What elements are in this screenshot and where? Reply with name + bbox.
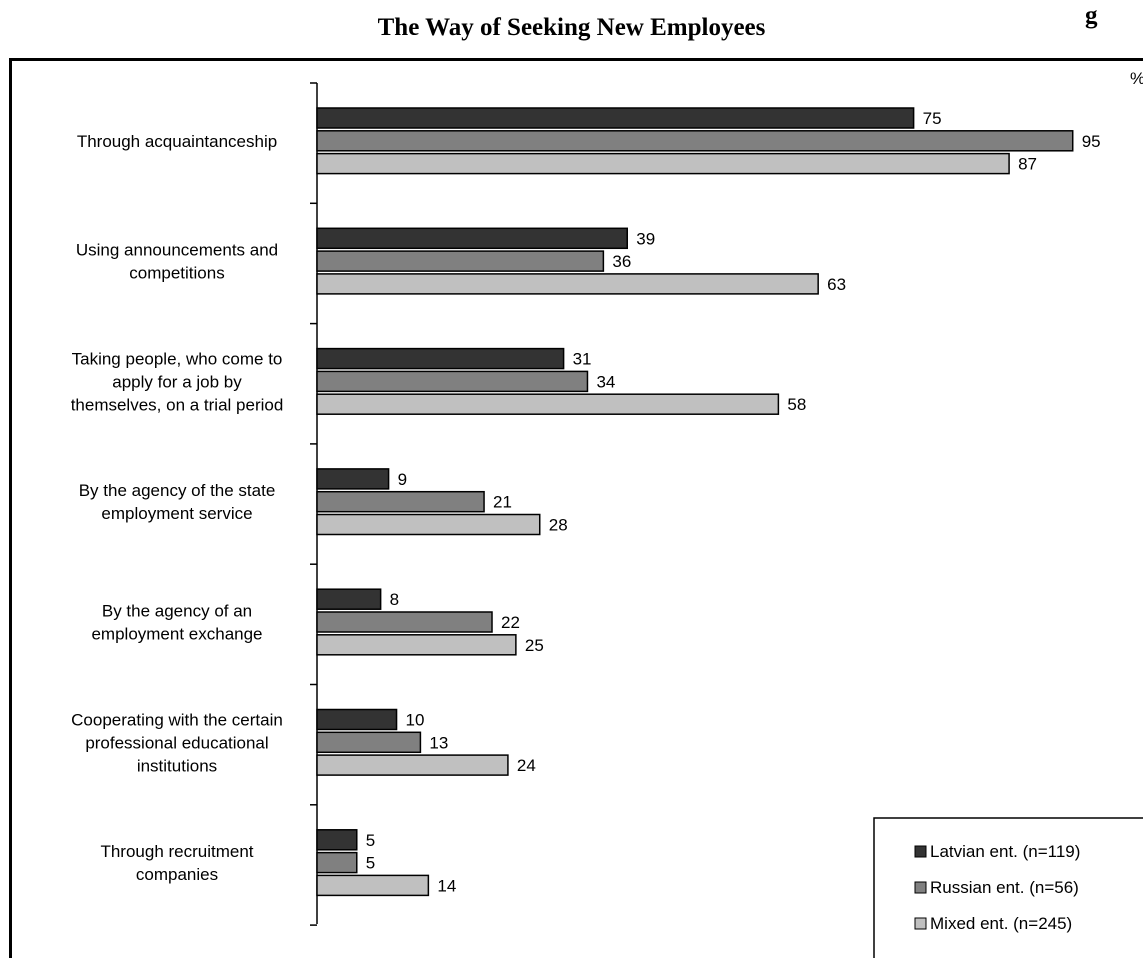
data-label: 21	[493, 493, 512, 512]
data-label: 24	[517, 756, 536, 775]
data-label: 36	[612, 252, 631, 271]
bar	[316, 370, 589, 393]
category-label: Using announcements and	[76, 241, 278, 260]
bar	[316, 130, 1074, 152]
data-label: 10	[406, 711, 425, 730]
data-label: 28	[549, 516, 568, 535]
bar	[316, 708, 398, 731]
data-label: 9	[398, 470, 407, 489]
data-label: 25	[525, 636, 544, 655]
data-label: 58	[787, 395, 806, 414]
corner-fragment-label: g	[1085, 2, 1098, 29]
bar	[316, 634, 517, 656]
data-label: 14	[437, 876, 456, 895]
chart-title: The Way of Seeking New Employees	[377, 14, 766, 41]
category-label: Through recruitment	[100, 842, 253, 861]
bar	[316, 829, 358, 851]
bar	[316, 874, 430, 897]
category-label: competitions	[129, 264, 224, 283]
bar	[316, 227, 628, 250]
bar	[316, 250, 605, 272]
bar	[316, 731, 422, 754]
data-label: 63	[827, 275, 846, 294]
category-label: Through acquaintanceship	[77, 132, 277, 151]
category-label: By the agency of an	[102, 602, 252, 621]
legend: Latvian ent. (n=119) Russian ent. (n=56) M…	[873, 817, 1143, 958]
bar	[316, 393, 780, 415]
category-label: Taking people, who come to	[72, 349, 283, 368]
legend-label: Russian ent. (n=56)	[930, 878, 1079, 897]
bar	[316, 851, 358, 874]
data-label: 5	[366, 854, 375, 873]
category-label: professional educational	[85, 733, 268, 752]
data-label: 8	[390, 590, 399, 609]
category-label: employment service	[101, 504, 252, 523]
bar	[316, 273, 819, 295]
category-label: apply for a job by	[112, 372, 242, 391]
legend-swatch	[914, 845, 927, 858]
legend-swatch	[914, 917, 927, 930]
data-label: 31	[573, 350, 592, 369]
axis-ticks	[310, 82, 317, 926]
bar	[316, 107, 915, 129]
chart-frame	[9, 58, 1143, 958]
legend-swatch	[914, 881, 927, 894]
bar	[316, 611, 493, 633]
bar	[316, 490, 485, 513]
bar	[316, 513, 541, 536]
data-label: 75	[923, 109, 942, 128]
category-label: By the agency of the state	[79, 481, 276, 500]
legend-label: Latvian ent. (n=119)	[930, 842, 1080, 861]
category-label: institutions	[137, 756, 217, 775]
legend-label: Mixed ent. (n=245)	[930, 914, 1072, 933]
data-label: 22	[501, 613, 520, 632]
bar	[316, 347, 565, 370]
data-label: 13	[429, 733, 448, 752]
data-label: 87	[1018, 155, 1037, 174]
category-label: companies	[136, 865, 218, 884]
bar	[316, 152, 1010, 175]
bar	[316, 588, 382, 610]
bar	[316, 754, 509, 776]
unit-label: %	[1130, 69, 1143, 88]
category-label: themselves, on a trial period	[71, 395, 284, 414]
data-label: 95	[1082, 132, 1101, 151]
category-label: Cooperating with the certain	[71, 710, 283, 729]
category-label: employment exchange	[91, 625, 262, 644]
data-label: 39	[636, 229, 655, 248]
data-label: 34	[596, 372, 615, 391]
bars-group	[316, 107, 1074, 897]
bar	[316, 468, 390, 490]
data-label: 5	[366, 831, 375, 850]
